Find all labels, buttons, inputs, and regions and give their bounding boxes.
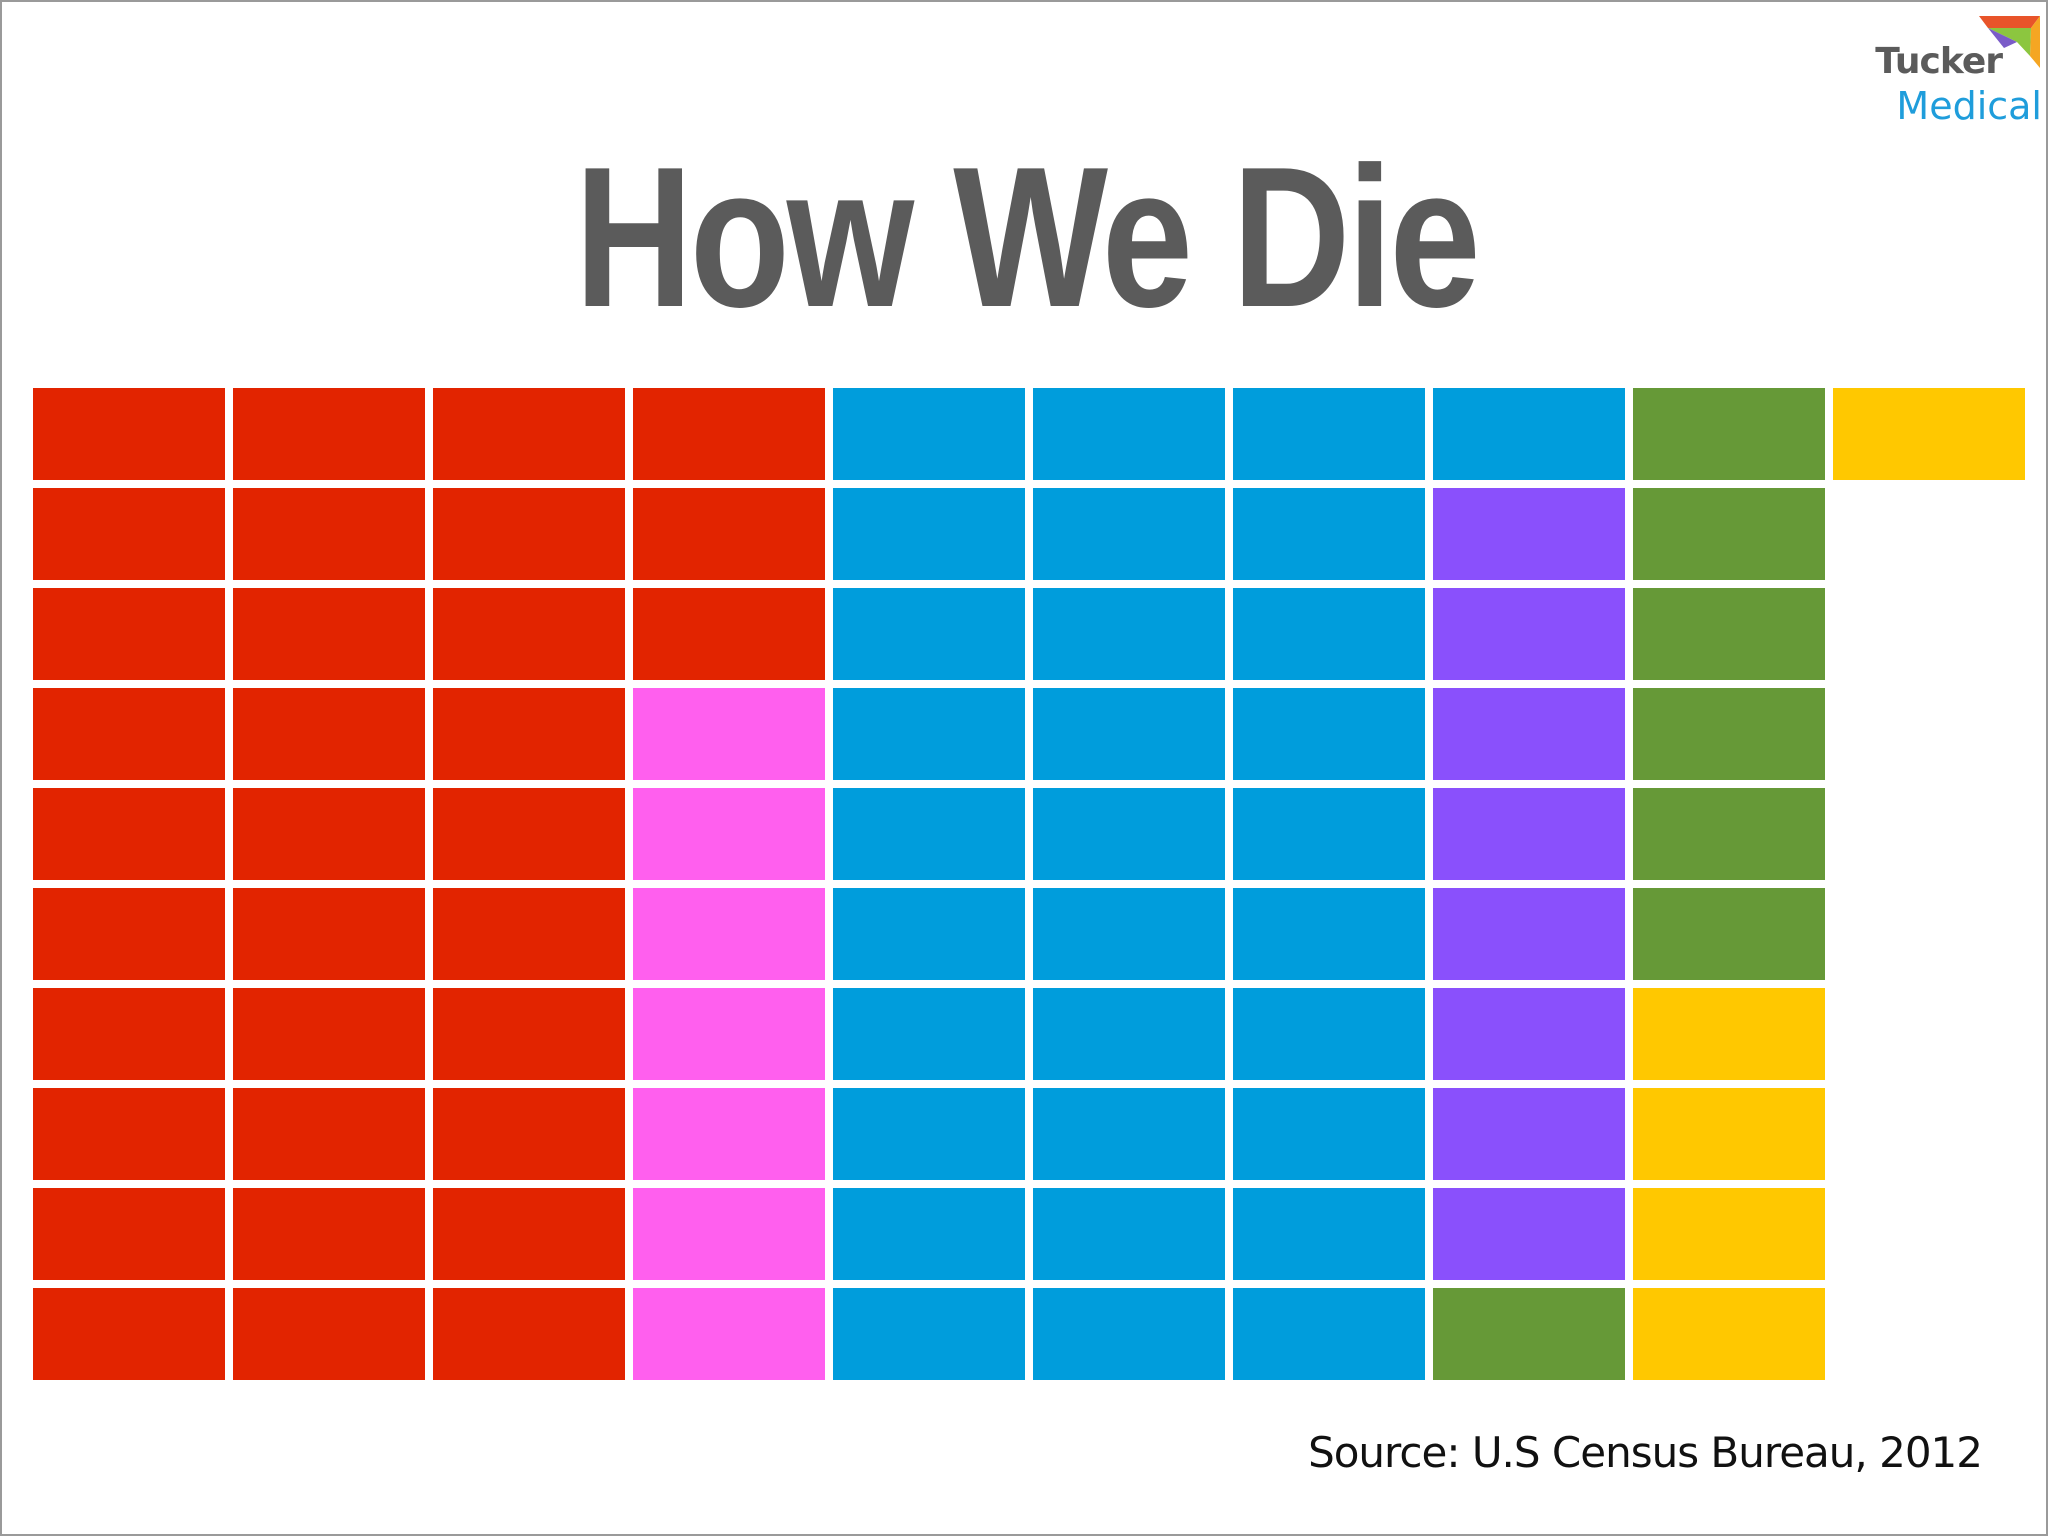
waffle-cell (233, 1188, 425, 1280)
waffle-cell (1033, 1188, 1225, 1280)
waffle-cell (1633, 888, 1825, 980)
waffle-cell (433, 1288, 625, 1380)
waffle-cell (1433, 1188, 1625, 1280)
waffle-cell (1433, 788, 1625, 880)
waffle-cell (633, 788, 825, 880)
waffle-cell (833, 488, 1025, 580)
tucker-medical-logo: Tucker Medical (1864, 8, 2044, 128)
waffle-cell (833, 788, 1025, 880)
logo-arrow-icon (1979, 16, 2040, 68)
waffle-cell (33, 588, 225, 680)
waffle-cell (1033, 588, 1225, 680)
waffle-cell (1233, 1188, 1425, 1280)
waffle-cell (33, 688, 225, 780)
waffle-cell (233, 888, 425, 980)
waffle-cell (833, 588, 1025, 680)
waffle-cell (1233, 988, 1425, 1080)
chart-title: How We Die (574, 126, 1481, 349)
waffle-cell (1233, 888, 1425, 980)
waffle-cell (1033, 388, 1225, 480)
waffle-cell (633, 488, 825, 580)
waffle-cell (833, 888, 1025, 980)
waffle-cell (833, 388, 1025, 480)
waffle-cell (1433, 488, 1625, 580)
waffle-cell (1233, 388, 1425, 480)
waffle-cell (1833, 388, 2025, 480)
waffle-cell (433, 688, 625, 780)
waffle-cell (633, 388, 825, 480)
waffle-cell (433, 388, 625, 480)
waffle-cell (1433, 1288, 1625, 1380)
waffle-cell (1433, 588, 1625, 680)
waffle-cell (1033, 688, 1225, 780)
waffle-cell (233, 988, 425, 1080)
waffle-cell (433, 1088, 625, 1180)
waffle-cell (1033, 488, 1225, 580)
waffle-cell (33, 1088, 225, 1180)
waffle-cell (433, 788, 625, 880)
waffle-cell (1433, 1088, 1625, 1180)
waffle-cell (1433, 388, 1625, 480)
waffle-cell (33, 1288, 225, 1380)
waffle-cell (1233, 488, 1425, 580)
waffle-cell (33, 788, 225, 880)
waffle-cell (1633, 1288, 1825, 1380)
waffle-cell (233, 488, 425, 580)
waffle-cell (233, 688, 425, 780)
waffle-cell (1033, 988, 1225, 1080)
source-note: Source: U.S Census Bureau, 2012 (1308, 1428, 1983, 1477)
waffle-cell (1033, 888, 1225, 980)
waffle-cell (633, 1188, 825, 1280)
waffle-cell (833, 1088, 1025, 1180)
waffle-cell (233, 1288, 425, 1380)
waffle-cell (233, 1088, 425, 1180)
waffle-cell (833, 688, 1025, 780)
waffle-cell (433, 1188, 625, 1280)
waffle-cell (633, 1088, 825, 1180)
waffle-cell (433, 888, 625, 980)
waffle-cell (33, 988, 225, 1080)
waffle-cell (33, 388, 225, 480)
waffle-cell (33, 1188, 225, 1280)
waffle-cell (1233, 588, 1425, 680)
waffle-cell (1433, 888, 1625, 980)
waffle-cell (1233, 1088, 1425, 1180)
waffle-cell (833, 988, 1025, 1080)
waffle-cell (233, 788, 425, 880)
waffle-cell (1633, 788, 1825, 880)
waffle-cell (1033, 1288, 1225, 1380)
waffle-cell (33, 488, 225, 580)
waffle-cell (1633, 988, 1825, 1080)
waffle-cell (433, 988, 625, 1080)
waffle-cell (633, 888, 825, 980)
waffle-cell (1633, 488, 1825, 580)
waffle-cell (1633, 688, 1825, 780)
logo-text-medical: Medical (1896, 84, 2042, 128)
waffle-cell (833, 1288, 1025, 1380)
waffle-cell (833, 1188, 1025, 1280)
logo-text-tucker: Tucker (1875, 41, 2003, 82)
waffle-cell (433, 488, 625, 580)
waffle-cell (1633, 1088, 1825, 1180)
waffle-cell (633, 588, 825, 680)
waffle-cell (233, 588, 425, 680)
waffle-cell (1233, 1288, 1425, 1380)
waffle-cell (1633, 588, 1825, 680)
waffle-cell (233, 388, 425, 480)
waffle-cell (1633, 388, 1825, 480)
waffle-cell (433, 588, 625, 680)
waffle-cell (1033, 1088, 1225, 1180)
waffle-cell (1433, 988, 1625, 1080)
waffle-cell (633, 988, 825, 1080)
waffle-cell (1433, 688, 1625, 780)
waffle-cell (1633, 1188, 1825, 1280)
waffle-cell (633, 688, 825, 780)
waffle-cell (33, 888, 225, 980)
waffle-cell (633, 1288, 825, 1380)
waffle-cell (1033, 788, 1225, 880)
waffle-cell (1233, 688, 1425, 780)
waffle-cell (1233, 788, 1425, 880)
